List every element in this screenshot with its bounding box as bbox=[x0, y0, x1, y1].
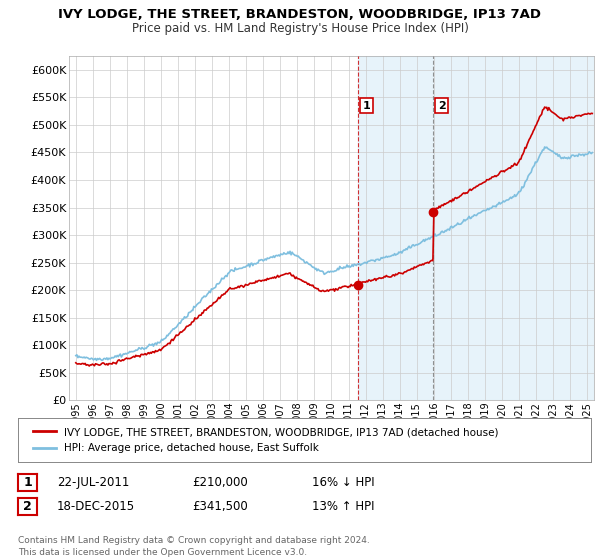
Text: 2: 2 bbox=[23, 500, 32, 514]
Text: £341,500: £341,500 bbox=[192, 500, 248, 514]
Text: 1: 1 bbox=[362, 101, 370, 110]
Bar bbox=[358, 56, 594, 400]
Text: 2: 2 bbox=[438, 101, 445, 110]
Text: £210,000: £210,000 bbox=[192, 476, 248, 489]
Text: 18-DEC-2015: 18-DEC-2015 bbox=[57, 500, 135, 514]
Text: 16% ↓ HPI: 16% ↓ HPI bbox=[312, 476, 374, 489]
Text: 22-JUL-2011: 22-JUL-2011 bbox=[57, 476, 130, 489]
Legend: IVY LODGE, THE STREET, BRANDESTON, WOODBRIDGE, IP13 7AD (detached house), HPI: A: IVY LODGE, THE STREET, BRANDESTON, WOODB… bbox=[29, 423, 503, 458]
Text: Contains HM Land Registry data © Crown copyright and database right 2024.
This d: Contains HM Land Registry data © Crown c… bbox=[18, 536, 370, 557]
Text: 13% ↑ HPI: 13% ↑ HPI bbox=[312, 500, 374, 514]
Text: IVY LODGE, THE STREET, BRANDESTON, WOODBRIDGE, IP13 7AD: IVY LODGE, THE STREET, BRANDESTON, WOODB… bbox=[59, 8, 542, 21]
Text: Price paid vs. HM Land Registry's House Price Index (HPI): Price paid vs. HM Land Registry's House … bbox=[131, 22, 469, 35]
Text: 1: 1 bbox=[23, 476, 32, 489]
